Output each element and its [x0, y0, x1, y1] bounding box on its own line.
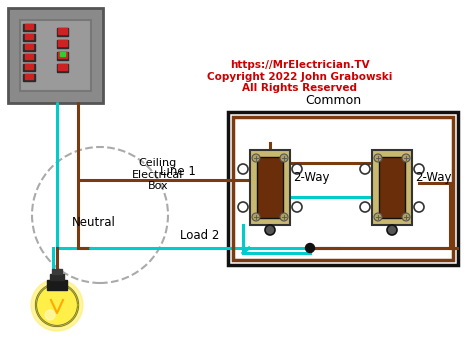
Bar	[58, 64, 67, 70]
Text: Neutral: Neutral	[72, 215, 116, 229]
Circle shape	[292, 164, 302, 174]
Circle shape	[374, 213, 382, 221]
Bar	[250, 150, 290, 225]
Bar	[23, 34, 35, 41]
Circle shape	[387, 225, 397, 235]
Bar	[58, 28, 67, 34]
Bar	[50, 274, 64, 280]
Circle shape	[252, 213, 260, 221]
Circle shape	[45, 310, 55, 320]
Bar	[228, 112, 458, 265]
Bar	[25, 64, 33, 69]
Circle shape	[35, 283, 79, 327]
Bar	[25, 74, 33, 79]
Text: 2-Way: 2-Way	[293, 171, 329, 185]
Circle shape	[402, 213, 410, 221]
Bar	[257, 157, 283, 218]
Circle shape	[265, 225, 275, 235]
Bar	[57, 28, 68, 36]
Text: Common: Common	[305, 94, 361, 107]
Circle shape	[238, 202, 248, 212]
Circle shape	[360, 202, 370, 212]
Circle shape	[402, 154, 410, 162]
Text: 2-Way: 2-Way	[415, 171, 452, 185]
Bar	[23, 74, 35, 81]
Bar	[379, 157, 405, 218]
Bar	[25, 44, 33, 49]
Bar	[52, 269, 62, 274]
Circle shape	[238, 164, 248, 174]
Bar	[8, 8, 103, 103]
Circle shape	[306, 244, 315, 252]
Bar	[372, 150, 412, 225]
Bar	[23, 44, 35, 51]
Circle shape	[280, 213, 288, 221]
Bar	[58, 40, 67, 46]
Bar	[25, 34, 33, 39]
Circle shape	[292, 202, 302, 212]
Bar	[233, 117, 453, 260]
Bar	[23, 54, 35, 61]
Circle shape	[280, 154, 288, 162]
Bar	[23, 64, 35, 71]
Circle shape	[414, 164, 424, 174]
Text: Line 1: Line 1	[160, 165, 196, 178]
Bar	[58, 52, 67, 58]
Circle shape	[374, 154, 382, 162]
Circle shape	[252, 154, 260, 162]
Bar	[25, 54, 33, 59]
Bar	[60, 52, 65, 56]
Bar	[20, 20, 91, 91]
Bar	[57, 40, 68, 48]
Circle shape	[31, 279, 83, 331]
Circle shape	[360, 164, 370, 174]
Bar	[47, 280, 67, 290]
Text: Ceiling
Electrical
Box: Ceiling Electrical Box	[132, 158, 184, 191]
Bar	[57, 52, 68, 60]
Text: https://MrElectrician.TV
Copyright 2022 John Grabowski
All Rights Reserved: https://MrElectrician.TV Copyright 2022 …	[207, 60, 392, 93]
Bar	[25, 24, 33, 29]
Circle shape	[414, 202, 424, 212]
Bar	[57, 64, 68, 72]
Text: Load 2: Load 2	[180, 229, 219, 242]
Bar	[23, 24, 35, 31]
